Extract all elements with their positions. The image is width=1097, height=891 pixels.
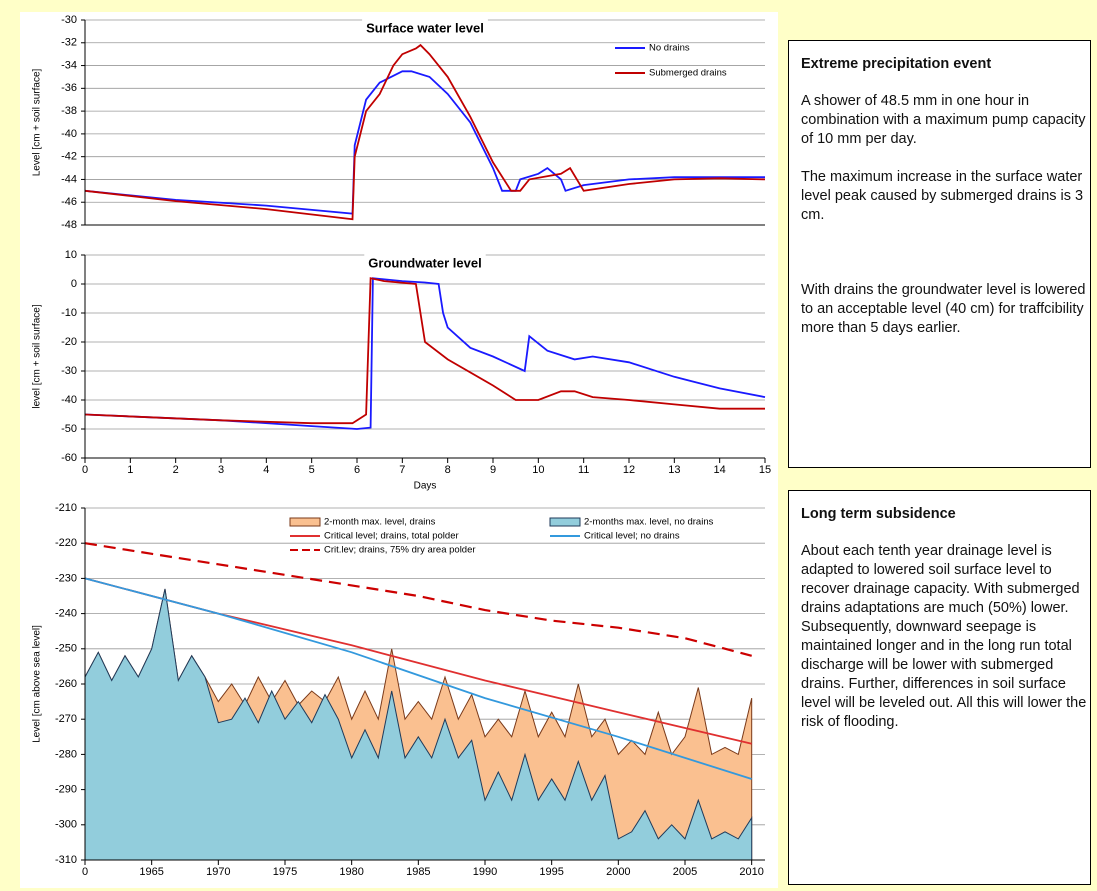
y-axis-label: level [cm + soil surface] xyxy=(32,304,43,408)
chart-title: Groundwater level xyxy=(368,255,481,270)
x-tick-label: 1995 xyxy=(539,866,563,878)
y-tick-label: -30 xyxy=(61,14,77,26)
line xyxy=(84,277,765,425)
x-axis-label: Days xyxy=(414,481,437,492)
y-tick-label: 10 xyxy=(65,249,77,261)
y-axis-label: Level [cm + soil surface] xyxy=(32,69,43,177)
y-tick-label: -40 xyxy=(61,128,77,140)
x-tick-label: 1970 xyxy=(206,866,230,878)
x-tick-label: 3 xyxy=(218,464,224,476)
x-tick-label: 6 xyxy=(354,464,360,476)
x-tick-label: 13 xyxy=(668,464,680,476)
y-tick-label: -230 xyxy=(55,572,77,584)
y-tick-label: -32 xyxy=(61,37,77,49)
x-tick-label: 0 xyxy=(82,464,88,476)
legend-label: No drains xyxy=(649,43,690,54)
box-text: With drains the groundwater level is low… xyxy=(801,282,1086,336)
x-tick-label: 0 xyxy=(82,866,88,878)
y-tick-label: -270 xyxy=(55,713,77,725)
x-tick-label: 11 xyxy=(578,464,589,476)
box-text: A shower of 48.5 mm in one hour in combi… xyxy=(801,93,1086,147)
x-tick-label: 15 xyxy=(759,464,771,476)
area xyxy=(84,588,753,861)
y-tick-label: -310 xyxy=(55,854,77,866)
x-tick-label: 14 xyxy=(714,464,726,476)
y-tick-label: -280 xyxy=(55,748,77,760)
y-tick-label: -260 xyxy=(55,678,77,690)
x-tick-label: 1980 xyxy=(339,866,363,878)
y-tick-label: -60 xyxy=(61,452,77,464)
y-tick-label: -10 xyxy=(61,307,77,319)
x-tick-label: 9 xyxy=(490,464,496,476)
y-tick-label: 0 xyxy=(71,278,77,290)
y-tick-label: -20 xyxy=(61,336,77,348)
legend-swatch xyxy=(549,517,581,527)
y-tick-label: -240 xyxy=(55,608,77,620)
y-tick-label: -34 xyxy=(61,59,77,71)
x-tick-label: 2005 xyxy=(673,866,697,878)
line xyxy=(84,577,752,780)
y-tick-label: -290 xyxy=(55,784,77,796)
legend-swatch xyxy=(289,517,321,527)
y-tick-label: -40 xyxy=(61,394,77,406)
line xyxy=(84,277,766,430)
legend-label: Critical level; no drains xyxy=(584,531,680,542)
y-tick-label: -210 xyxy=(55,502,77,514)
y-tick-label: -36 xyxy=(61,82,77,94)
x-tick-label: 2000 xyxy=(606,866,630,878)
title-bg xyxy=(362,19,488,37)
line xyxy=(84,542,752,657)
chart-title: Surface water level xyxy=(366,20,484,35)
box-text: The maximum increase in the surface wate… xyxy=(801,169,1084,223)
y-tick-label: -250 xyxy=(55,643,77,655)
box-title: Long term subsidence xyxy=(801,506,956,522)
legend-label: Submerged drains xyxy=(649,68,727,79)
y-tick-label: -50 xyxy=(61,423,77,435)
title-bg xyxy=(364,254,486,272)
legend-label: Critical level; drains, total polder xyxy=(324,531,459,542)
y-tick-label: -300 xyxy=(55,819,77,831)
x-tick-label: 7 xyxy=(399,464,405,476)
x-tick-label: 1975 xyxy=(273,866,297,878)
x-tick-label: 5 xyxy=(309,464,315,476)
x-tick-label: 10 xyxy=(532,464,544,476)
x-tick-label: 2 xyxy=(173,464,179,476)
line xyxy=(84,70,765,215)
y-tick-label: -38 xyxy=(61,105,77,117)
box-text: About each tenth year drainage level is … xyxy=(801,543,1087,730)
x-tick-label: 1 xyxy=(127,464,133,476)
text-box: Extreme precipitation event A shower of … xyxy=(788,40,1091,468)
x-tick-label: 8 xyxy=(445,464,451,476)
y-tick-label: -44 xyxy=(61,173,77,185)
legend-label: 2-months max. level, no drains xyxy=(584,517,714,528)
y-tick-label: -42 xyxy=(61,151,77,163)
text-box: Long term subsidence About each tenth ye… xyxy=(788,490,1091,885)
legend-label: 2-month max. level, drains xyxy=(324,517,436,528)
y-tick-label: -30 xyxy=(61,365,77,377)
y-tick-label: -46 xyxy=(61,196,77,208)
y-tick-label: -220 xyxy=(55,537,77,549)
box-title: Extreme precipitation event xyxy=(801,56,992,72)
y-tick-label: -48 xyxy=(61,219,77,231)
x-tick-label: 1985 xyxy=(406,866,430,878)
charts: -30 -32 -34 -36 -38 -40 -42 -44 -46 -48 Surface wa… xyxy=(20,12,778,888)
x-tick-label: 12 xyxy=(623,464,635,476)
x-tick-label: 4 xyxy=(263,464,269,476)
x-tick-label: 1990 xyxy=(473,866,497,878)
legend-label: Crit.lev; drains, 75% dry area polder xyxy=(324,545,476,556)
y-axis-label: Level [cm above sea level] xyxy=(32,625,43,743)
x-tick-label: 2010 xyxy=(739,866,763,878)
x-tick-label: 1965 xyxy=(139,866,163,878)
line xyxy=(84,43,766,221)
